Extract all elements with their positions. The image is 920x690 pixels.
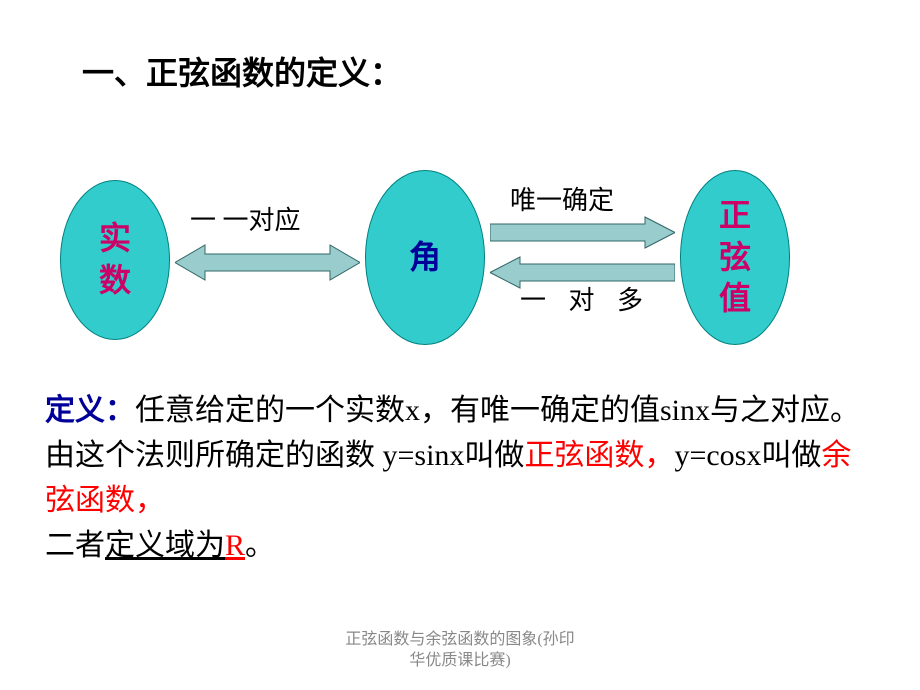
definition-paragraph: 定义：任意给定的一个实数x，有唯一确定的值sinx与之对应。由这个法则所确定的函…: [45, 388, 880, 568]
definition-label: 定义：: [45, 394, 135, 427]
ellipse-3-text: 正 弦 值: [719, 195, 751, 320]
def-part3-suffix: 。: [245, 529, 275, 562]
ellipse-real-number: 实 数: [60, 180, 170, 340]
def-part3-underline: 定义域为: [105, 529, 225, 562]
double-arrow-icon: [175, 240, 360, 285]
footer-line2: 华优质课比赛): [409, 652, 510, 669]
arrow-left-icon: [490, 255, 675, 290]
section-title: 一、正弦函数的定义：: [82, 48, 402, 94]
footer-line1: 正弦函数与余弦函数的图象(孙印: [345, 631, 574, 648]
def-part3-prefix: 二者: [45, 529, 105, 562]
footer-caption: 正弦函数与余弦函数的图象(孙印 华优质课比赛): [0, 630, 920, 672]
def-red1: 正弦函数，: [524, 439, 674, 472]
ellipse-angle: 角: [365, 170, 485, 345]
def-r: R: [225, 529, 245, 562]
label-one-to-one: 一 一对应: [190, 200, 301, 237]
concept-diagram: 实 数 角 正 弦 值 一 一对应 唯一确定 一 对 多: [0, 170, 920, 370]
def-part2: y=cosx叫做: [674, 439, 821, 472]
ellipse-sine-value: 正 弦 值: [680, 170, 790, 345]
ellipse-2-text: 角: [409, 237, 441, 279]
label-unique: 唯一确定: [510, 180, 614, 217]
arrow-right-icon: [490, 215, 675, 250]
ellipse-1-text: 实 数: [99, 218, 131, 301]
